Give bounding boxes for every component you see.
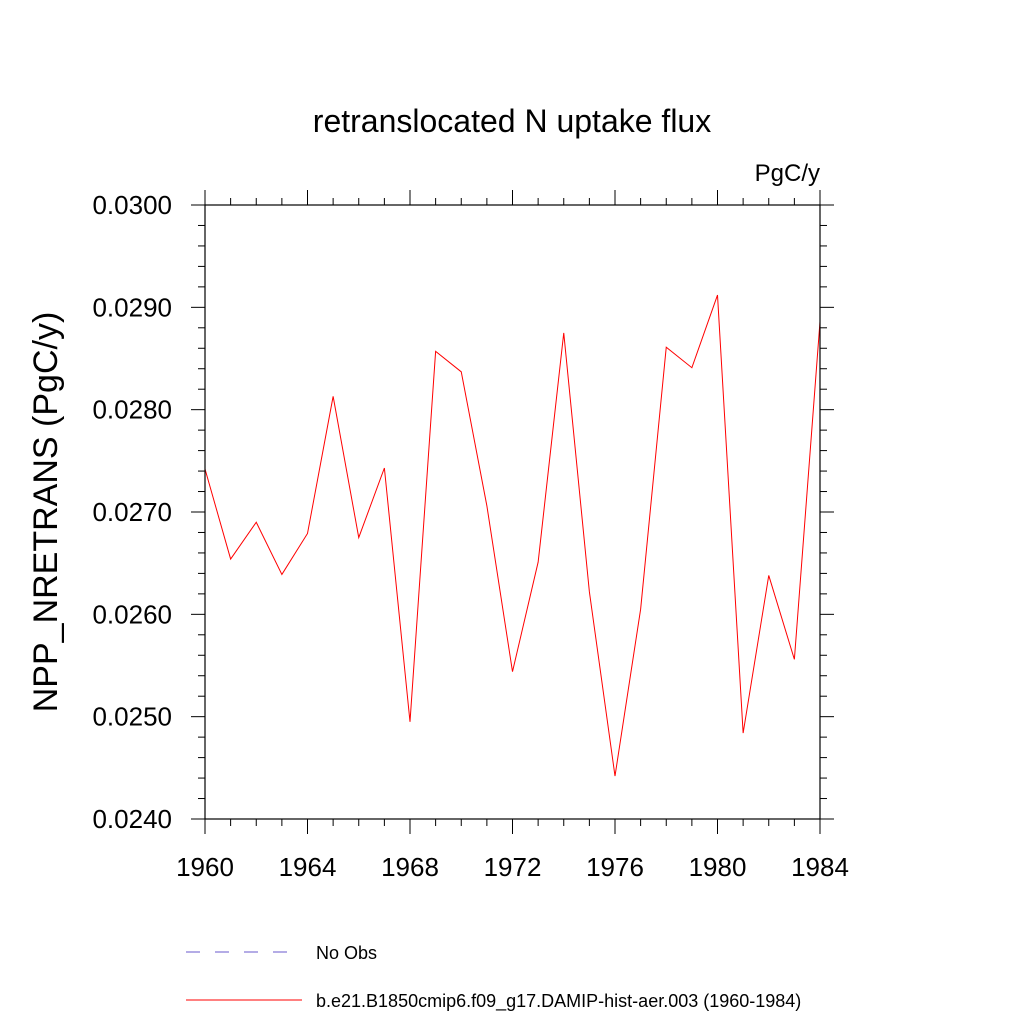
y-tick-label: 0.0260 [92,599,172,629]
x-tick-label: 1960 [176,852,234,882]
y-tick-label: 0.0300 [92,190,172,220]
x-tick-label: 1964 [279,852,337,882]
legend: No Obs b.e21.B1850cmip6.f09_g17.DAMIP-hi… [186,943,801,1012]
y-tick-label: 0.0280 [92,395,172,425]
y-tick-label: 0.0250 [92,702,172,732]
series-line-0 [204,294,821,777]
axis-ticks [191,190,834,834]
units-label: PgC/y [755,160,820,187]
x-tick-label: 1972 [484,852,542,882]
y-tick-label: 0.0290 [92,292,172,322]
x-tick-labels: 1960 1964 1968 1972 1976 1980 1984 [176,852,849,882]
x-tick-label: 1968 [381,852,439,882]
y-tick-labels: 0.0240 0.0250 0.0260 0.0270 0.0280 0.0290 0.03… [92,190,172,834]
y-axis-label: NPP_NRETRANS (PgC/y) [27,312,65,713]
y-tick-label: 0.0270 [92,497,172,527]
legend-label-model: b.e21.B1850cmip6.f09_g17.DAMIP-hist-aer.… [316,991,801,1012]
x-tick-label: 1980 [689,852,747,882]
x-tick-label: 1976 [586,852,644,882]
legend-label-no-obs: No Obs [316,943,377,963]
y-tick-label: 0.0240 [92,804,172,834]
x-tick-label: 1984 [791,852,849,882]
chart-title: retranslocated N uptake flux [313,103,711,139]
plot-frame [204,204,821,820]
series-lines [204,294,821,777]
